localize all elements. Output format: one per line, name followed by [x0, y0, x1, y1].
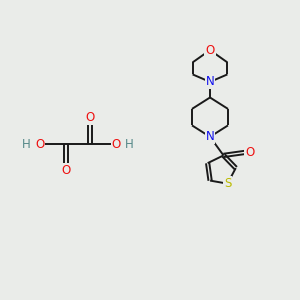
Text: N: N — [206, 130, 214, 143]
Text: O: O — [61, 164, 70, 177]
Text: O: O — [245, 146, 254, 159]
Text: N: N — [206, 75, 214, 88]
Text: O: O — [35, 137, 44, 151]
Text: O: O — [85, 111, 94, 124]
Text: H: H — [21, 137, 30, 151]
Text: O: O — [112, 137, 121, 151]
Text: H: H — [125, 137, 134, 151]
Text: O: O — [206, 44, 214, 57]
Text: S: S — [224, 177, 231, 190]
